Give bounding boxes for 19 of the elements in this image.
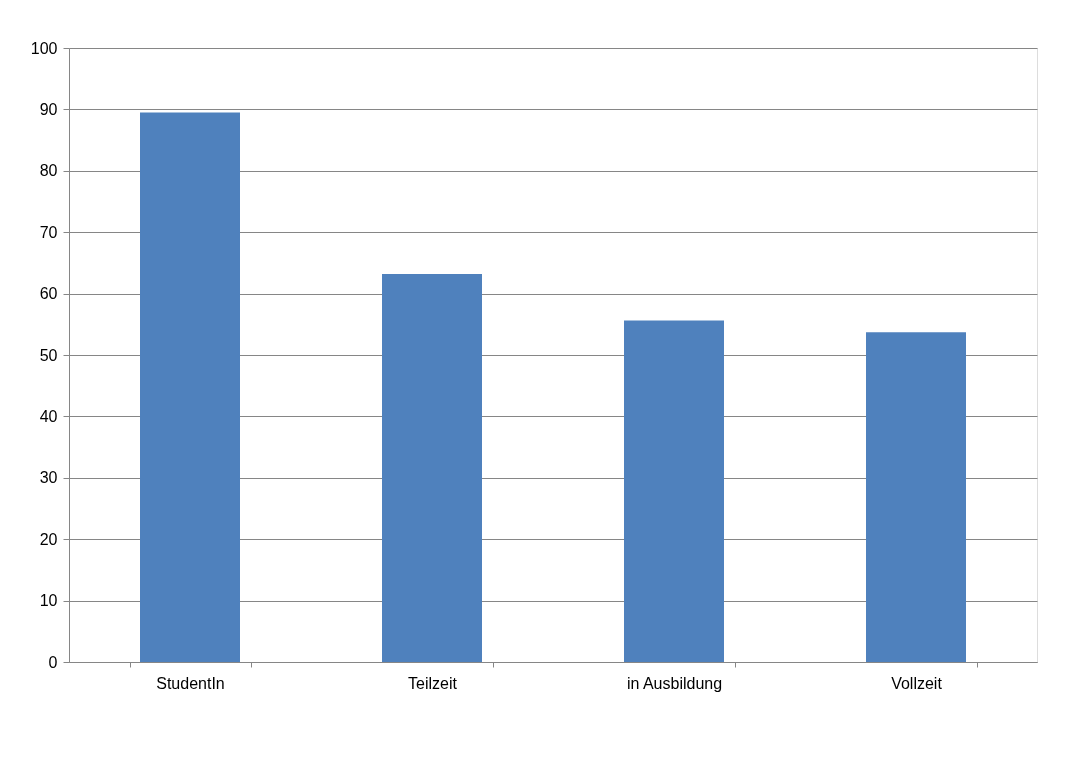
y-tick-label: 30 [39,469,58,487]
y-tick-label: 60 [39,285,58,303]
x-tick-label: StudentIn [156,674,225,692]
x-tick-label: Teilzeit [408,674,458,692]
y-tick-label: 90 [39,100,58,118]
y-tick-label: 10 [39,592,58,610]
x-tick-label: Vollzeit [891,674,943,692]
bar [624,320,724,662]
bar [382,273,482,662]
y-tick-label: 40 [39,407,58,425]
y-tick-label: 50 [39,346,58,364]
y-tick-label: 100 [30,39,58,57]
y-tick-label: 20 [39,530,58,548]
bar [866,332,966,662]
y-tick-label: 80 [39,162,58,180]
y-tick-label: 70 [39,223,58,241]
x-tick-label: in Ausbildung [626,674,723,692]
bar [140,112,240,662]
y-tick-label: 0 [48,653,58,671]
